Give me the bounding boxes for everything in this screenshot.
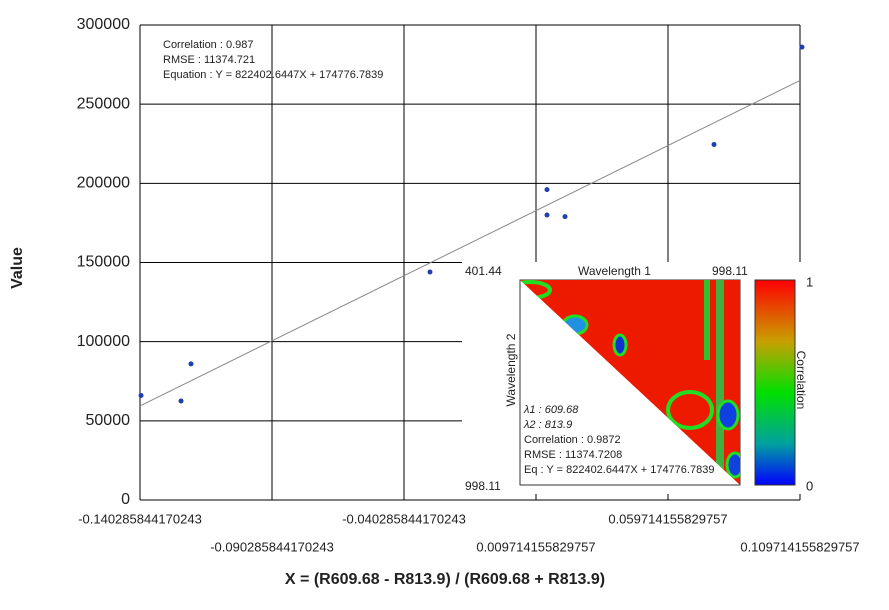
trend-line (139, 79, 801, 407)
x-tick-label: 0.109714155829757 (740, 539, 859, 554)
x-tick-label: -0.090285844170243 (210, 539, 334, 554)
annotation: Correlation : 0.987 (163, 39, 254, 51)
y-axis-title: Value (9, 247, 26, 289)
data-point (799, 44, 805, 50)
annotation: Equation : Y = 822402.6447X + 174776.783… (163, 69, 383, 81)
inset-y-title: Wavelength 2 (504, 333, 518, 406)
y-tick-label: 100000 (77, 333, 130, 350)
inset-x-end: 998.11 (712, 264, 748, 278)
inset-info: Correlation : 0.9872 (524, 434, 621, 446)
x-axis-title: X = (R609.68 - R813.9) / (R609.68 + R813… (285, 571, 605, 588)
y-tick-label: 150000 (77, 254, 130, 271)
inset-info: RMSE : 11374.7208 (524, 449, 622, 461)
x-tick-label: 0.059714155829757 (608, 511, 727, 526)
y-tick-label: 300000 (77, 16, 130, 33)
x-tick-label: 0.009714155829757 (476, 539, 595, 554)
y-tick-label: 50000 (86, 412, 131, 429)
data-point (711, 142, 717, 148)
inset-x-title: Wavelength 1 (578, 264, 651, 278)
inset-info: λ2 : 813.9 (523, 419, 572, 431)
data-point (178, 398, 184, 404)
inset-info: Eq : Y = 822402.6447X + 174776.7839 (524, 464, 714, 476)
x-tick-label: -0.140285844170243 (78, 511, 202, 526)
x-tick-label: -0.040285844170243 (342, 511, 466, 526)
data-point (562, 214, 568, 220)
y-tick-label: 200000 (77, 175, 130, 192)
inset-y-end: 998.11 (465, 479, 501, 493)
colorbar-max: 1 (806, 274, 813, 289)
colorbar-title: Correlation (794, 351, 808, 410)
data-point (427, 269, 433, 275)
y-tick-label: 0 (121, 491, 130, 508)
colorbar (754, 279, 796, 486)
data-point (188, 361, 194, 367)
y-tick-label: 250000 (77, 95, 130, 112)
inset-x-start: 401.44 (465, 264, 502, 278)
data-point (544, 212, 550, 218)
annotation: RMSE : 11374.721 (163, 54, 255, 66)
data-point (544, 187, 550, 193)
inset-info: λ1 : 609.68 (523, 404, 579, 416)
data-point (138, 393, 144, 398)
inset: 401.44 Wavelength 1 998.11 Wavelength 2 … (462, 262, 813, 494)
colorbar-min: 0 (806, 478, 813, 493)
